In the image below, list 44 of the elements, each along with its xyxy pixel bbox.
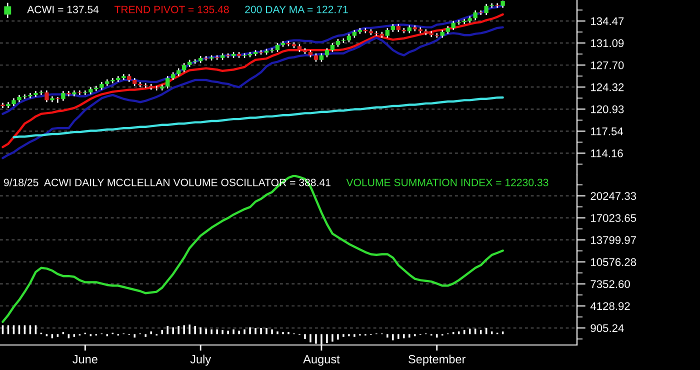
candlestick (275, 42, 280, 53)
candlestick (456, 20, 461, 26)
y-tick-label: 13799.97 (591, 236, 636, 244)
candlestick (385, 27, 390, 38)
candlestick (330, 42, 335, 53)
candlestick (61, 90, 66, 102)
candlestick (182, 62, 186, 73)
text: 200 DAY MA = 122.71 (245, 6, 348, 14)
candlestick (56, 96, 60, 104)
y-tick-label: 4128.92 (590, 302, 630, 310)
y-tick-label: 134.47 (591, 17, 624, 26)
y-tick-label: 10576.28 (591, 258, 636, 266)
line-series (12, 96, 504, 138)
candlestick (451, 20, 456, 31)
text: VOLUME SUMMATION INDEX = 12230.33 (346, 178, 548, 186)
y-tick-label: 124.32 (591, 83, 624, 92)
legend-label: ACWI = 137.54 (27, 6, 99, 14)
y-tick-label: 17023.65 (591, 214, 636, 222)
line-series (2, 26, 504, 160)
y-tick-label: 127.70 (591, 61, 624, 70)
candlestick (44, 90, 49, 103)
x-tick-label: June (72, 355, 98, 364)
candlestick (473, 10, 478, 21)
candlestick (324, 48, 330, 58)
y-tick-label: 114.16 (591, 149, 623, 158)
text: TREND PIVOT = 135.48 (114, 6, 229, 14)
candlestick (166, 75, 170, 90)
line-series (2, 13, 504, 148)
candlestick (495, 2, 500, 8)
line-series (2, 175, 504, 323)
candlestick (110, 77, 115, 84)
y-tick-label: 905.24 (590, 324, 624, 332)
candlestick (434, 32, 439, 38)
x-tick-label: July (190, 354, 212, 366)
candlestick (490, 2, 494, 8)
x-tick-label: August (303, 355, 340, 366)
y-tick-label: 131.09 (591, 39, 624, 48)
y-tick-label: 117.54 (591, 128, 624, 136)
x-tick-label: September (408, 354, 466, 366)
candlestick (484, 3, 488, 16)
candlestick (66, 90, 71, 97)
y-tick-label: 20247.33 (590, 192, 636, 200)
y-tick-label: 120.93 (591, 105, 624, 114)
y-tick-label: 7352.60 (590, 280, 630, 288)
